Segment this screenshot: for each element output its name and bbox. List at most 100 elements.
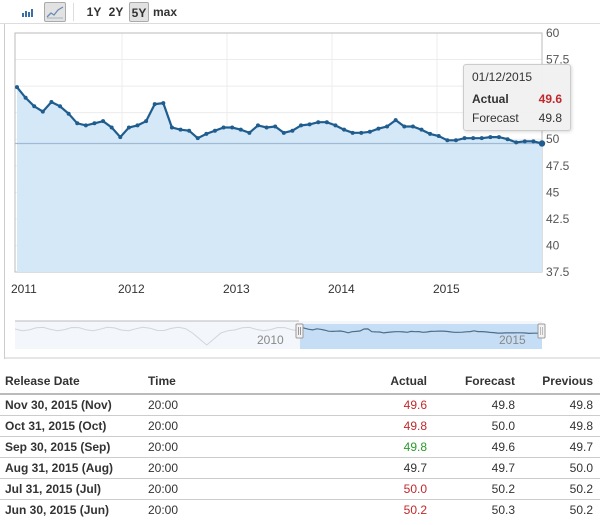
data-point [505,137,510,142]
navigator-selected-line [300,326,542,335]
x-axis-tick-label: 2012 [118,282,145,296]
toolbar-divider [73,3,74,21]
cell-actual: 50.2 [403,503,427,517]
data-point [169,125,174,130]
bar-chart-icon [22,9,33,17]
data-point [410,124,415,129]
navigator-left-handle [295,323,304,339]
cell-release-date: Oct 31, 2015 (Oct) [5,419,107,433]
data-point [15,85,19,90]
data-point [273,124,278,129]
table-row: Sep 30, 2015 (Sep) 20:00 49.8 49.6 49.7 [0,437,600,458]
release-history-table: Release Date Time Actual Forecast Previo… [0,368,600,521]
x-axis-tick-label: 2013 [223,282,250,296]
data-point [531,139,536,144]
table-row: Nov 30, 2015 (Nov) 20:00 49.6 49.8 49.8 [0,395,600,416]
data-point [299,123,304,128]
table-row: Jun 30, 2015 (Jun) 20:00 50.2 50.3 50.2 [0,500,600,521]
header-actual[interactable]: Actual [390,374,427,388]
line-chart-button[interactable] [44,2,66,22]
header-time[interactable]: Time [148,374,176,388]
cell-actual: 50.0 [403,482,427,496]
data-point [402,124,407,129]
data-point [101,119,106,124]
y-axis-labels: 60 57.5 50 47.5 45 42.5 40 37.5 [546,26,570,279]
data-point [376,126,381,131]
cell-release-date: Nov 30, 2015 (Nov) [5,398,112,412]
header-forecast[interactable]: Forecast [464,374,515,388]
data-point [75,121,80,126]
data-point [471,136,476,141]
cell-forecast: 50.0 [491,419,515,433]
tooltip-forecast-value: 49.8 [538,111,562,125]
cell-time: 20:00 [148,461,179,475]
range-2y-button[interactable]: 2Y [108,5,124,19]
data-point [144,119,149,124]
cell-release-date: Jul 31, 2015 (Jul) [5,482,102,496]
range-max-button[interactable]: max [152,5,178,19]
cell-previous: 50.0 [569,461,593,475]
data-point [161,101,166,106]
data-point [23,95,28,100]
header-release-date[interactable]: Release Date [5,374,80,388]
data-point [247,130,252,135]
cell-time: 20:00 [148,419,179,433]
cell-release-date: Sep 30, 2015 (Sep) [5,440,111,454]
chart-area-fill [17,87,542,272]
cell-forecast: 49.6 [491,440,515,454]
cell-actual: 49.7 [403,461,427,475]
data-point [187,128,192,133]
data-point [92,121,97,126]
table-row: Oct 31, 2015 (Oct) 20:00 49.8 50.0 49.8 [0,416,600,437]
y-axis-tick-label: 60 [546,26,560,40]
cell-previous: 49.8 [569,419,593,433]
data-point [445,138,450,143]
navigator-right-handle [537,323,546,339]
data-point [479,136,484,141]
bar-chart-button[interactable] [18,2,40,22]
data-point [126,125,131,130]
navigator-label-2015: 2015 [499,333,526,347]
tooltip-forecast-label: Forecast [472,111,519,125]
data-point [109,125,114,130]
range-1y-button[interactable]: 1Y [86,5,102,19]
data-point [212,128,217,133]
range-5y-button[interactable]: 5Y [129,2,149,22]
data-point [522,139,527,144]
header-previous[interactable]: Previous [542,374,593,388]
data-point [514,140,519,145]
y-axis-tick-label: 40 [546,238,560,252]
data-point [195,136,200,141]
y-axis-tick-label: 57.5 [546,53,570,67]
data-point [333,123,338,128]
data-point [385,124,390,129]
chart-toolbar: 1Y 2Y 5Y max [0,0,600,24]
data-point [264,125,269,130]
data-point [152,102,157,107]
data-point [32,104,37,109]
data-point [350,130,355,135]
cell-forecast: 49.7 [491,461,515,475]
x-axis-tick-label: 2015 [433,282,460,296]
tooltip-date: 01/12/2015 [472,70,533,84]
y-axis-tick-label: 47.5 [546,159,570,173]
data-point [453,138,458,143]
cell-previous: 50.2 [569,503,593,517]
tooltip-actual-label: Actual [472,92,509,106]
data-point [255,123,260,128]
table-row: Aug 31, 2015 (Aug) 20:00 49.7 49.7 50.0 [0,458,600,479]
data-point [238,127,243,132]
y-axis-tick-label: 37.5 [546,265,570,279]
cell-forecast: 49.8 [491,398,515,412]
cell-release-date: Aug 31, 2015 (Aug) [5,461,114,475]
data-point [436,134,441,139]
table-row: Jul 31, 2015 (Jul) 20:00 50.0 50.2 50.2 [0,479,600,500]
data-point [316,120,321,125]
cell-previous: 50.2 [569,482,593,496]
data-point [178,127,183,132]
cell-time: 20:00 [148,503,179,517]
data-point [324,120,329,125]
data-point [230,125,235,130]
cell-forecast: 50.3 [491,503,515,517]
